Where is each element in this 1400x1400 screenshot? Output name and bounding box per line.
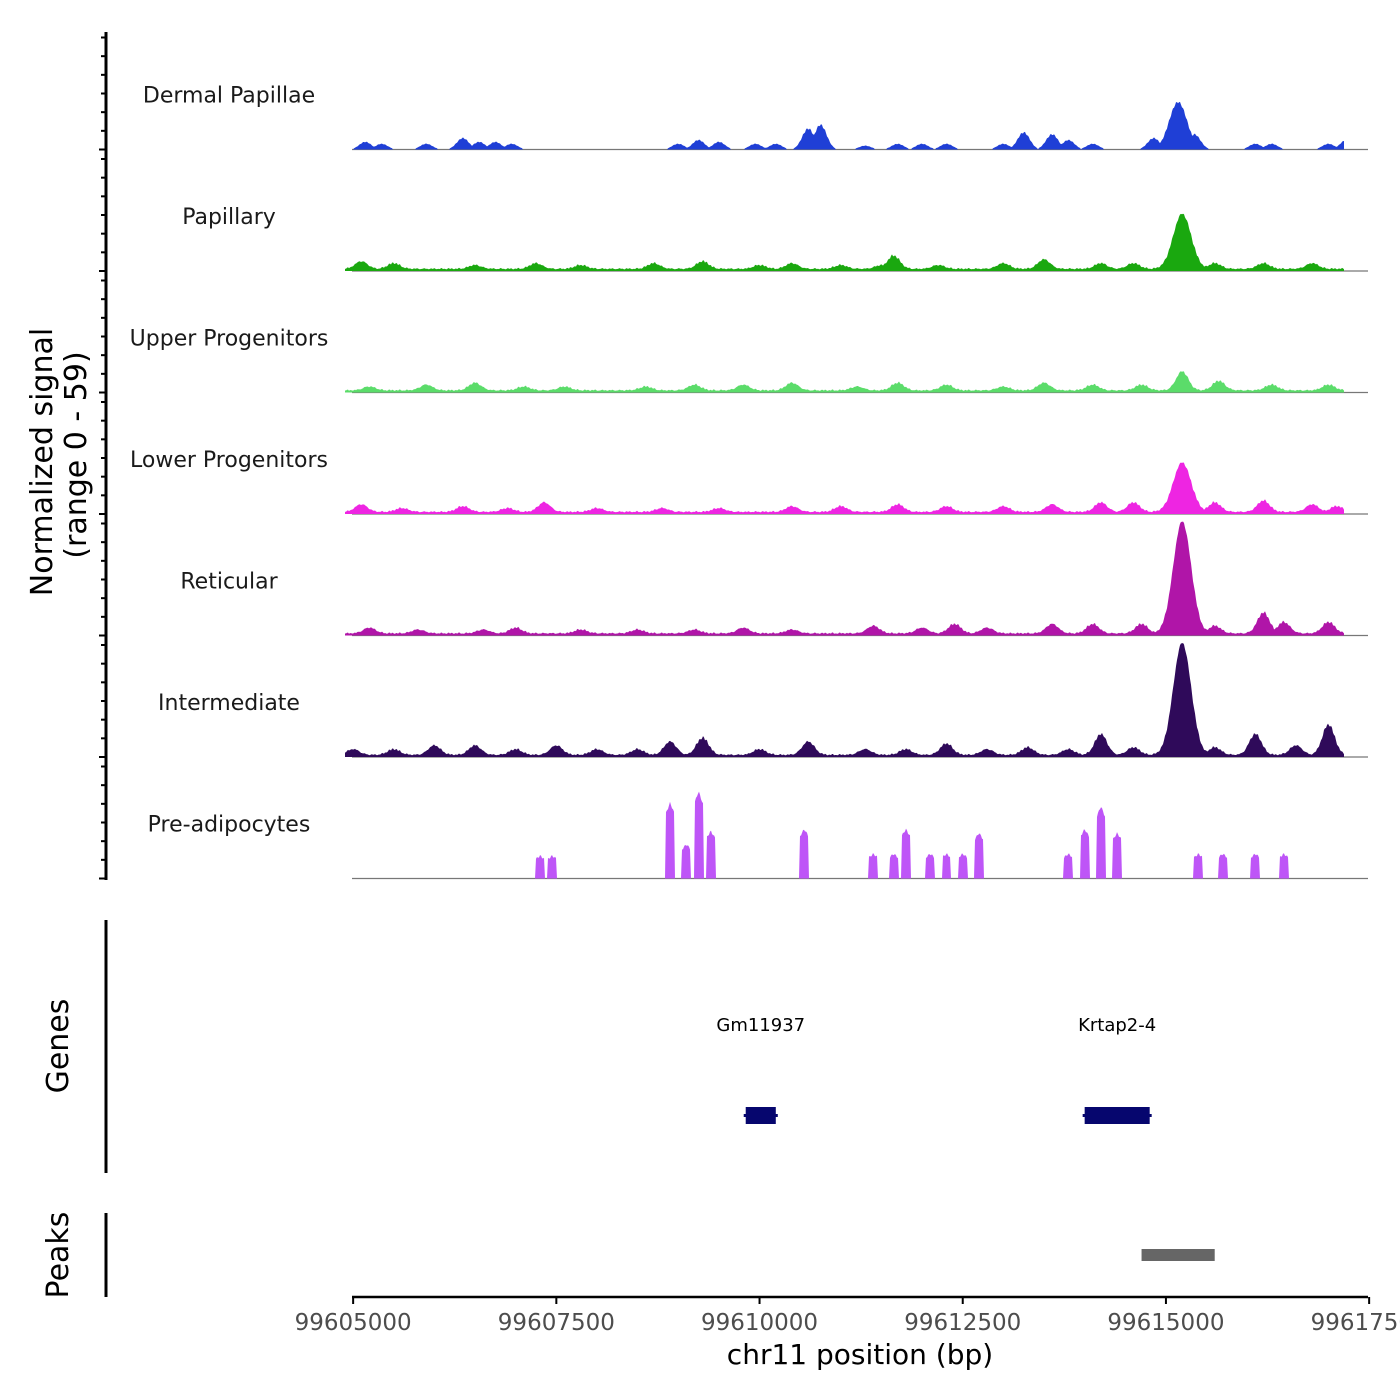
- track-dermal-papillae: Dermal Papillae: [143, 84, 1368, 151]
- x-tick-label: 99612500: [904, 1310, 1021, 1336]
- y-axis-label-line1: Normalized signal: [25, 328, 60, 596]
- signal-area: [345, 371, 1344, 393]
- gene-label: Gm11937: [716, 1015, 805, 1036]
- track-label: Dermal Papillae: [143, 84, 315, 109]
- x-tick-label: 99607500: [498, 1310, 615, 1336]
- x-tick-label: 99617500: [1311, 1310, 1400, 1336]
- track-label: Pre-adipocytes: [148, 813, 311, 838]
- genes-panel: Gm11937 Krtap2-4: [716, 1015, 1156, 1124]
- signal-area: [345, 462, 1344, 514]
- signal-area: [345, 791, 1344, 879]
- track-pre-adipocytes: Pre-adipocytes: [148, 791, 1368, 880]
- track-label: Lower Progenitors: [130, 448, 328, 473]
- track-lower-progenitors: Lower Progenitors: [130, 448, 1368, 515]
- gene-label: Krtap2-4: [1078, 1015, 1156, 1036]
- track-upper-progenitors: Upper Progenitors: [130, 327, 1368, 394]
- x-tick-label: 99605000: [295, 1310, 412, 1336]
- x-axis-label: chr11 position (bp): [727, 1338, 993, 1371]
- y-axis-label-line2: (range 0 - 59): [59, 351, 94, 558]
- genes-track-label: Genes: [41, 999, 76, 1094]
- x-tick-label: 99610000: [701, 1310, 818, 1336]
- track-label: Reticular: [180, 570, 278, 595]
- signal-area: [345, 213, 1344, 271]
- track-label: Papillary: [182, 205, 276, 230]
- signal-area: [345, 521, 1344, 636]
- track-label: Upper Progenitors: [130, 327, 329, 352]
- peak-region: [1141, 1249, 1215, 1261]
- signal-area: [345, 101, 1344, 150]
- track-reticular: Reticular: [180, 521, 1368, 637]
- peaks-track-label: Peaks: [41, 1212, 76, 1299]
- coverage-tracks: Dermal Papillae Papillary Upper Progenitor…: [130, 84, 1368, 880]
- signal-area: [345, 643, 1344, 757]
- x-tick-label: 99615000: [1107, 1310, 1224, 1336]
- track-label: Intermediate: [158, 691, 300, 716]
- x-axis: 99605000 99607500 99610000 99612500 99615000…: [295, 1297, 1400, 1336]
- signal-axis: [99, 32, 108, 880]
- track-papillary: Papillary: [182, 205, 1368, 272]
- peaks-panel: [1141, 1249, 1215, 1261]
- track-intermediate: Intermediate: [158, 643, 1368, 758]
